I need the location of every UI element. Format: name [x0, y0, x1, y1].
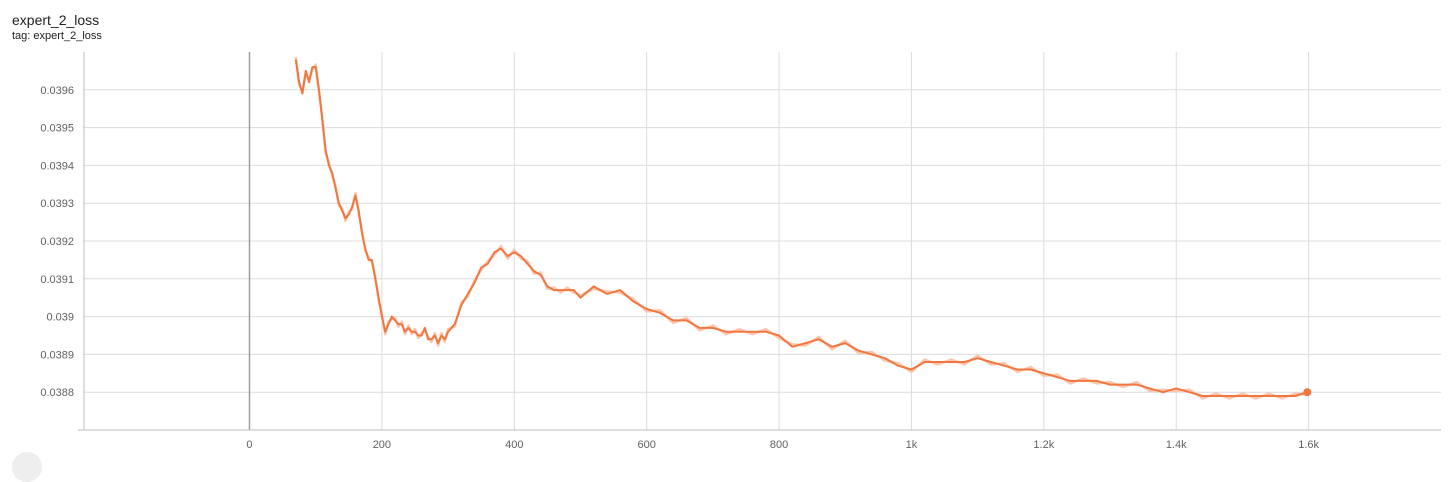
x-tick-labels: 0 200 400 600 800 1k 1.2k 1.4k 1.6k	[246, 439, 1319, 451]
chart-title: expert_2_loss	[12, 12, 100, 28]
last-point-marker[interactable]	[1303, 388, 1312, 397]
line-chart[interactable]: 0.0388 0.0389 0.039 0.0391 0.0392 0.0393 0.039…	[0, 0, 1454, 458]
y-tick-label: 0.0392	[40, 236, 74, 248]
y-tick-label: 0.0393	[40, 198, 74, 210]
y-tick-label: 0.0389	[40, 349, 74, 361]
chart-tag: tag: expert_2_loss	[12, 30, 102, 42]
x-tick-label: 400	[505, 439, 523, 451]
series-line	[294, 59, 1308, 397]
y-tick-label: 0.0395	[40, 123, 74, 135]
y-tick-label: 0.0391	[40, 274, 74, 286]
raw-series-line	[294, 56, 1308, 400]
x-tick-label: 800	[770, 439, 788, 451]
axes	[78, 52, 1441, 431]
y-tick-label: 0.0396	[40, 85, 74, 97]
x-tick-label: 0	[246, 439, 252, 451]
series-group	[294, 56, 1312, 400]
x-tick-label: 1.4k	[1166, 439, 1187, 451]
x-tick-label: 600	[637, 439, 655, 451]
expand-button[interactable]	[12, 452, 42, 482]
y-grid	[84, 89, 1441, 393]
y-tick-labels: 0.0388 0.0389 0.039 0.0391 0.0392 0.0393 0.039…	[40, 85, 74, 399]
x-tick-label: 1.2k	[1033, 439, 1054, 451]
x-tick-label: 1.6k	[1298, 439, 1319, 451]
x-tick-label: 200	[373, 439, 391, 451]
x-tick-label: 1k	[906, 439, 918, 451]
x-grid	[248, 52, 1310, 430]
y-tick-label: 0.0388	[40, 387, 74, 399]
y-tick-label: 0.0394	[40, 160, 74, 172]
y-tick-label: 0.039	[46, 312, 74, 324]
